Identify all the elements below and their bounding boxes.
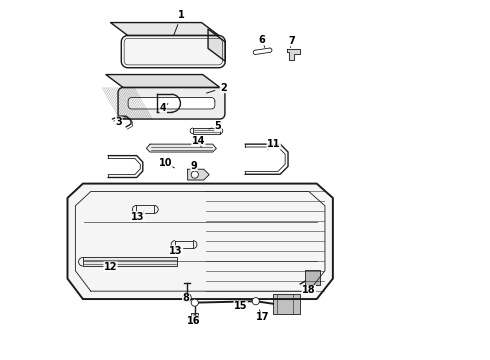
Text: 13: 13 — [131, 212, 145, 221]
Bar — [191, 313, 198, 319]
Text: 15: 15 — [234, 301, 247, 311]
Text: 14: 14 — [192, 136, 205, 145]
Circle shape — [191, 299, 198, 306]
Polygon shape — [188, 169, 209, 180]
Text: 1: 1 — [178, 10, 185, 20]
Polygon shape — [287, 49, 300, 60]
Circle shape — [252, 298, 259, 305]
Polygon shape — [273, 294, 300, 314]
Text: 6: 6 — [259, 35, 266, 45]
Text: 13: 13 — [170, 246, 183, 256]
Circle shape — [183, 293, 191, 302]
Polygon shape — [68, 184, 333, 299]
Polygon shape — [147, 144, 216, 152]
Text: 5: 5 — [215, 121, 221, 131]
Text: 7: 7 — [288, 36, 295, 46]
Polygon shape — [305, 270, 320, 285]
Text: 9: 9 — [191, 161, 197, 171]
Polygon shape — [106, 75, 220, 87]
Text: 11: 11 — [267, 139, 280, 149]
Polygon shape — [193, 128, 220, 134]
Text: 18: 18 — [302, 285, 316, 296]
Text: 17: 17 — [255, 312, 269, 322]
Circle shape — [191, 171, 198, 178]
Text: 4: 4 — [160, 103, 167, 113]
Polygon shape — [111, 23, 219, 36]
Text: 12: 12 — [104, 262, 117, 272]
Text: 2: 2 — [220, 83, 227, 93]
Polygon shape — [83, 257, 177, 266]
Text: 10: 10 — [159, 158, 172, 168]
Polygon shape — [128, 98, 215, 109]
Text: 16: 16 — [187, 316, 201, 326]
Polygon shape — [122, 36, 225, 68]
Polygon shape — [118, 87, 225, 119]
Text: 3: 3 — [115, 117, 122, 127]
Text: 8: 8 — [182, 293, 189, 303]
Polygon shape — [208, 29, 225, 61]
